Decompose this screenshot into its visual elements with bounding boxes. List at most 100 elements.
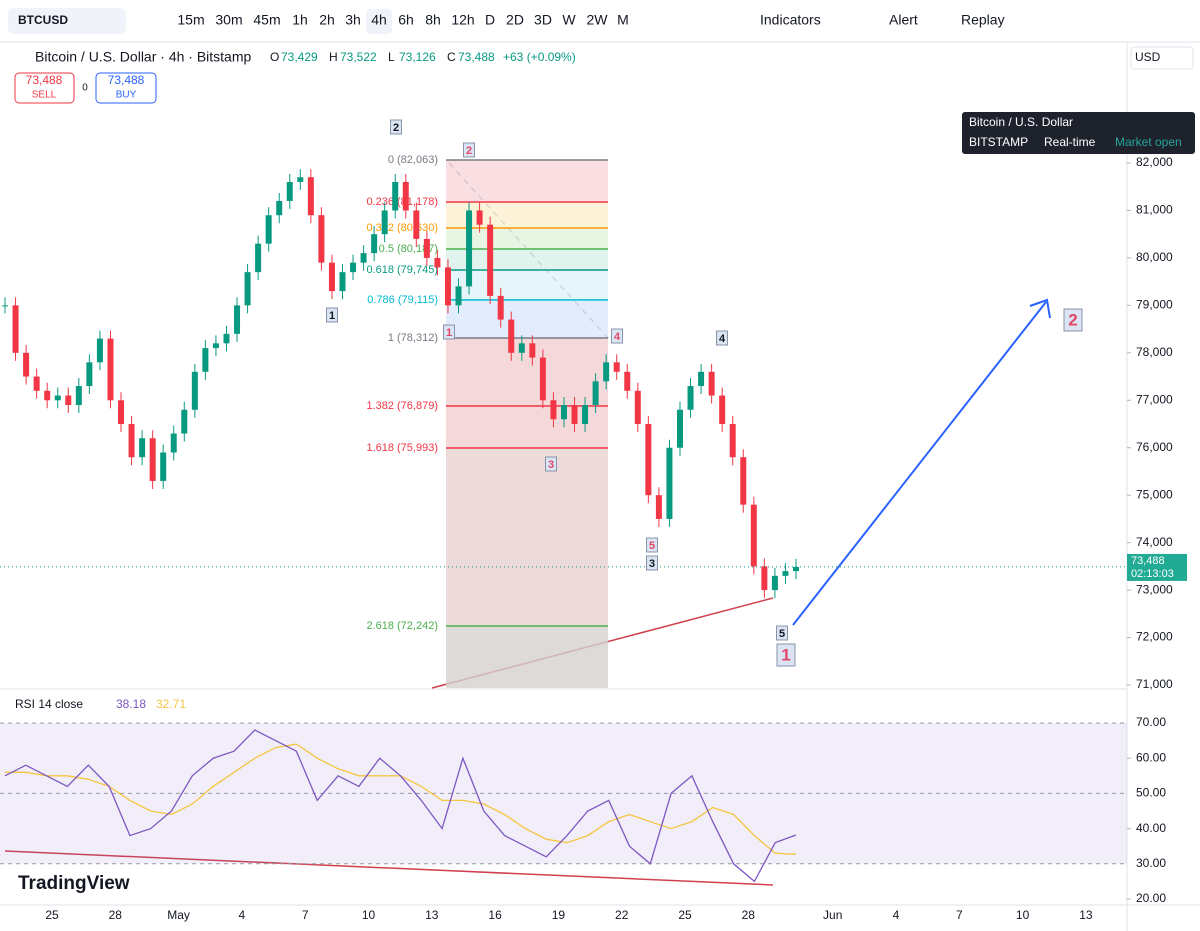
sell-button[interactable]	[14, 72, 75, 104]
alert-button[interactable]: Alert	[889, 12, 918, 28]
rsi-tick-label: 30.00	[1136, 856, 1166, 870]
time-label: 4	[893, 908, 900, 922]
symbol-box[interactable]	[8, 8, 126, 34]
indicators-button[interactable]: Indicators	[760, 12, 821, 28]
price-tick-label: 74,000	[1136, 535, 1173, 549]
time-label: 25	[678, 908, 692, 922]
wave-box	[776, 643, 796, 667]
replay-button[interactable]: Replay	[961, 12, 1005, 28]
candle	[434, 257, 441, 268]
candle	[687, 386, 694, 410]
wave-label: 4	[614, 331, 621, 343]
tooltip-exchange: BITSTAMP	[969, 135, 1028, 149]
rsi-tick-label: 20.00	[1136, 891, 1166, 905]
sell-label[interactable]: SELL	[32, 90, 57, 101]
candle	[719, 395, 726, 424]
interval[interactable]: 6h	[398, 12, 414, 28]
wave-box	[646, 555, 658, 571]
currency[interactable]: USD	[1135, 50, 1161, 64]
candle	[381, 210, 388, 235]
price-tick-label: 76,000	[1136, 440, 1173, 454]
interval[interactable]: 1h	[292, 12, 308, 28]
candle	[297, 177, 304, 182]
buy-label[interactable]: BUY	[116, 90, 137, 101]
interval[interactable]: 8h	[425, 12, 441, 28]
candle	[118, 400, 125, 424]
buy-button[interactable]	[95, 72, 157, 104]
time-label: 28	[109, 908, 123, 922]
price-tick-label: 71,000	[1136, 677, 1173, 691]
sell-price[interactable]: 73,488	[26, 73, 63, 87]
time-label: 13	[1079, 908, 1093, 922]
candle	[223, 333, 230, 344]
interval[interactable]: 3D	[534, 12, 552, 28]
tooltip	[962, 112, 1195, 154]
fib-zone	[446, 270, 608, 300]
symbol-title: Bitcoin / U.S. Dollar · 4h · Bitstamp	[35, 49, 252, 65]
candle	[676, 409, 683, 448]
wave-box	[326, 307, 338, 323]
candle	[782, 571, 789, 576]
interval[interactable]: M	[617, 12, 629, 28]
interval[interactable]: 45m	[253, 12, 280, 28]
fib-label: 1.618 (75,993)	[366, 442, 438, 454]
ohlc-key: H	[329, 50, 338, 64]
candle	[666, 447, 673, 519]
candle	[33, 376, 40, 391]
fib-zone	[446, 406, 608, 449]
candle	[592, 381, 599, 406]
candle	[350, 262, 357, 273]
candle	[255, 243, 262, 273]
price-tick-label: 78,000	[1136, 345, 1173, 359]
change: +63 (+0.09%)	[503, 50, 576, 64]
wave-label: 1	[446, 327, 452, 339]
interval[interactable]: 2h	[319, 12, 335, 28]
candle	[128, 424, 135, 458]
fib-label: 2.618 (72,242)	[366, 620, 438, 632]
tooltip-status: Market open	[1115, 135, 1182, 149]
wave-box	[646, 537, 658, 553]
candle	[244, 272, 251, 306]
wave-label: 3	[649, 558, 655, 570]
interval[interactable]: 12h	[451, 12, 474, 28]
interval[interactable]: 4h	[371, 12, 387, 28]
interval[interactable]: 3h	[345, 12, 361, 28]
candle	[160, 452, 167, 481]
fib-zone	[446, 228, 608, 250]
time-label: 25	[45, 908, 59, 922]
symbol[interactable]: BTCUSD	[18, 13, 68, 27]
buy-price[interactable]: 73,488	[108, 73, 145, 87]
ohlc-key: O	[270, 50, 279, 64]
candle	[286, 181, 293, 201]
candle	[455, 286, 462, 306]
price-tick-label: 82,000	[1136, 155, 1173, 169]
time-label: 4	[239, 908, 246, 922]
currency-box[interactable]	[1130, 46, 1194, 70]
fib-label: 0.5 (80,187)	[379, 243, 438, 255]
interval[interactable]: D	[485, 12, 495, 28]
candle	[139, 438, 146, 458]
interval[interactable]: 2W	[587, 12, 609, 28]
rsi-trend-line	[4, 850, 774, 886]
interval[interactable]: 2D	[506, 12, 524, 28]
candle	[508, 319, 515, 353]
interval[interactable]: 15m	[177, 12, 204, 28]
candle	[402, 181, 409, 211]
wave-label: 4	[719, 333, 726, 345]
wave-label: 5	[649, 540, 655, 552]
candle	[423, 238, 430, 258]
wave-box	[611, 328, 623, 344]
interval[interactable]: 30m	[215, 12, 242, 28]
candle	[645, 424, 652, 496]
candle	[613, 362, 620, 372]
candle	[761, 566, 768, 591]
candle	[560, 405, 567, 420]
candle	[86, 362, 93, 387]
wave-label: 2	[466, 145, 472, 157]
candle	[149, 438, 156, 481]
interval[interactable]: W	[562, 12, 576, 28]
candle	[65, 395, 72, 406]
candle	[550, 400, 557, 420]
